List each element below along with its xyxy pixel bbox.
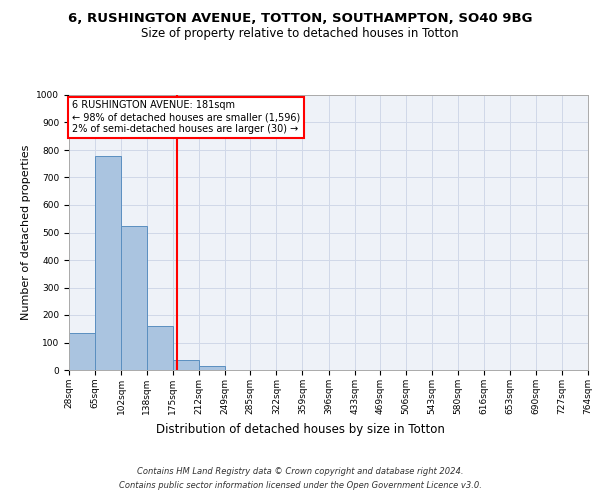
Bar: [199, 366, 225, 370]
Bar: [95, 156, 121, 370]
Bar: [146, 326, 173, 370]
Text: Distribution of detached houses by size in Totton: Distribution of detached houses by size …: [155, 422, 445, 436]
Text: 6, RUSHINGTON AVENUE, TOTTON, SOUTHAMPTON, SO40 9BG: 6, RUSHINGTON AVENUE, TOTTON, SOUTHAMPTO…: [68, 12, 532, 26]
Text: Contains HM Land Registry data © Crown copyright and database right 2024.: Contains HM Land Registry data © Crown c…: [137, 468, 463, 476]
Text: Size of property relative to detached houses in Totton: Size of property relative to detached ho…: [141, 28, 459, 40]
Bar: [69, 334, 95, 370]
Bar: [173, 360, 199, 370]
Text: Contains public sector information licensed under the Open Government Licence v3: Contains public sector information licen…: [119, 481, 481, 490]
Text: 6 RUSHINGTON AVENUE: 181sqm
← 98% of detached houses are smaller (1,596)
2% of s: 6 RUSHINGTON AVENUE: 181sqm ← 98% of det…: [71, 100, 300, 134]
Y-axis label: Number of detached properties: Number of detached properties: [21, 145, 31, 320]
Bar: [121, 226, 146, 370]
